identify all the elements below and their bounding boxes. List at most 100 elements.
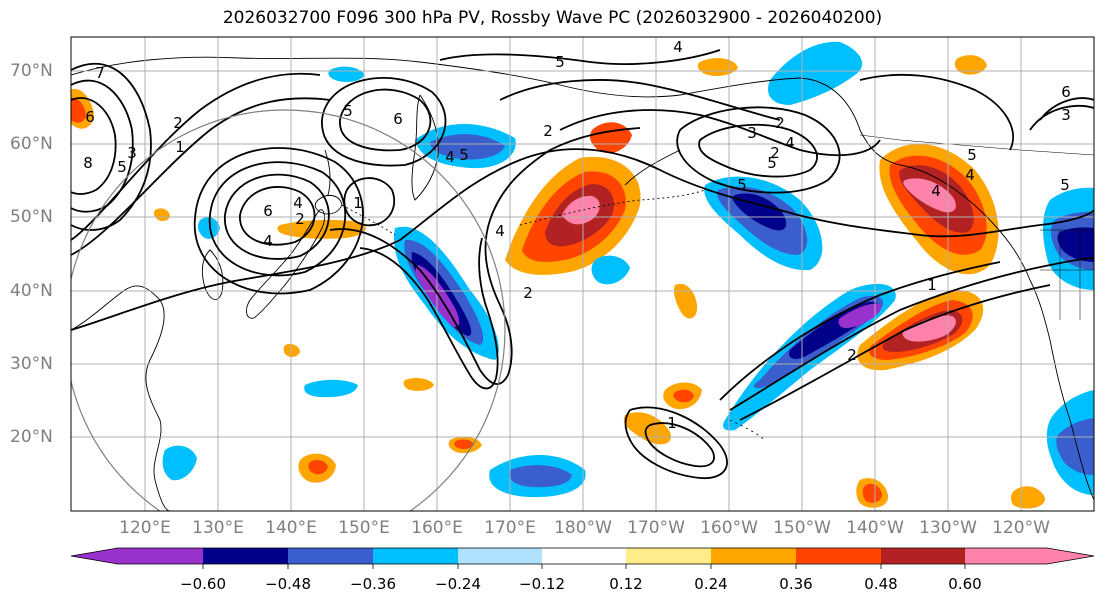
pv-contour — [644, 422, 715, 468]
colorbar-segment — [458, 548, 542, 564]
pv-contour — [624, 406, 728, 479]
positive-anomaly-region — [862, 483, 882, 503]
colorbar-segment — [796, 548, 881, 564]
negative-anomaly-region — [1057, 227, 1094, 262]
colorbar-segment — [881, 548, 965, 564]
lon-label: 130°W — [919, 518, 977, 538]
pv-contours — [71, 49, 1094, 479]
contour-label: 2 — [295, 210, 305, 228]
contour-label: 4 — [445, 148, 455, 166]
pv-contour — [239, 186, 316, 246]
contour-label: 6 — [263, 202, 273, 220]
colorbar — [70, 547, 1095, 569]
colorbar-tick-label: 0.48 — [864, 575, 898, 593]
alaska-coastline — [559, 77, 1094, 501]
contour-label: 5 — [737, 176, 747, 194]
colorbar-tick-label: −0.60 — [180, 575, 226, 593]
pv-contour — [339, 88, 432, 152]
pv-contour — [719, 261, 1001, 401]
positive-anomaly-region — [954, 55, 987, 75]
negative-anomaly-region — [591, 255, 630, 285]
positive-anomaly-region — [308, 459, 328, 475]
contour-label: 5 — [117, 158, 127, 176]
lon-label: 170°E — [484, 518, 536, 538]
pv-contour — [698, 123, 818, 178]
contour-label: 2 — [847, 346, 857, 364]
japan-coastline — [246, 209, 325, 319]
map-title: 2026032700 F096 300 hPa PV, Rossby Wave … — [222, 8, 883, 28]
contour-label: 8 — [83, 154, 93, 172]
pv-contour — [71, 97, 117, 195]
pv-contour — [739, 284, 1051, 421]
pv-contour — [71, 72, 321, 241]
asia-coastline — [71, 285, 171, 511]
negative-anomaly-region — [509, 465, 572, 488]
contour-labels: 7 6 8 5 3 1 2 5 6 6 4 2 4 1 5 4 2 5 4 2 … — [83, 38, 1071, 432]
hawaii-islands — [729, 419, 766, 441]
negative-anomaly-region — [430, 134, 505, 160]
contour-label: 4 — [495, 222, 505, 240]
lon-label: 170°W — [627, 518, 685, 538]
canada-border — [859, 134, 1094, 156]
contour-label: 1 — [353, 194, 363, 212]
positive-anomaly-region — [1011, 486, 1046, 509]
colorbar-tick-label: 0.12 — [609, 575, 643, 593]
contour-label: 4 — [785, 134, 795, 152]
contour-label: 1 — [927, 276, 937, 294]
contour-label: 3 — [127, 144, 137, 162]
colorbar-tick-label: −0.24 — [435, 575, 481, 593]
pv-contour — [676, 106, 841, 194]
positive-anomaly-region — [903, 178, 956, 213]
kamchatka-coastline — [411, 94, 439, 201]
contour-label: 4 — [931, 182, 941, 200]
contour-label: 5 — [555, 53, 565, 71]
contour-label: 5 — [1060, 176, 1070, 194]
us-state-lines — [1040, 229, 1094, 320]
lon-label: 160°W — [700, 518, 758, 538]
contour-label: 3 — [747, 124, 757, 142]
lon-label: 120°W — [992, 518, 1050, 538]
positive-anomaly-region — [697, 58, 738, 76]
contour-label: 2 — [173, 114, 183, 132]
colorbar-segment — [373, 548, 458, 564]
korea-coastline — [201, 249, 224, 301]
pv-contour — [359, 237, 499, 390]
pv-contour — [343, 177, 396, 227]
pv-contour — [193, 147, 364, 295]
colorbar-segment — [711, 548, 796, 564]
negative-anomaly-region — [732, 193, 787, 231]
lon-label: 140°W — [846, 518, 904, 538]
pv-contour — [439, 49, 721, 65]
pv-contour — [71, 97, 331, 256]
lon-label: 130°E — [192, 518, 244, 538]
contour-label: 5 — [343, 102, 353, 120]
positive-anomaly-region — [283, 343, 300, 357]
pv-contour — [559, 109, 881, 157]
lon-label: 140°E — [265, 518, 317, 538]
colorbar-segment — [118, 548, 203, 564]
colorbar-segment — [542, 548, 626, 564]
pv-contour — [859, 73, 1014, 151]
negative-anomaly-region — [838, 303, 882, 329]
positive-anomaly-region — [673, 389, 694, 403]
contour-label: 3 — [1061, 106, 1071, 124]
negative-anomaly-region — [1056, 418, 1094, 475]
colorbar-tick-label: 0.24 — [694, 575, 728, 593]
contour-label: 1 — [667, 414, 677, 432]
contour-label: 2 — [775, 114, 785, 132]
reference-circle — [71, 109, 506, 511]
lon-label: 150°W — [773, 518, 831, 538]
pv-contour — [321, 77, 447, 167]
colorbar-tick-label: −0.12 — [519, 575, 565, 593]
colorbar-segment — [288, 548, 373, 564]
colorbar-extend-high — [965, 548, 1094, 564]
lat-label: 70°N — [10, 61, 53, 81]
colorbar-tick-label: −0.36 — [350, 575, 396, 593]
lon-label: 120°E — [119, 518, 171, 538]
colorbar-extend-low — [71, 548, 118, 564]
contour-label: 2 — [523, 284, 533, 302]
positive-anomaly-region — [454, 439, 474, 449]
contour-label: 4 — [263, 232, 273, 250]
colorbar-segment — [203, 548, 288, 564]
